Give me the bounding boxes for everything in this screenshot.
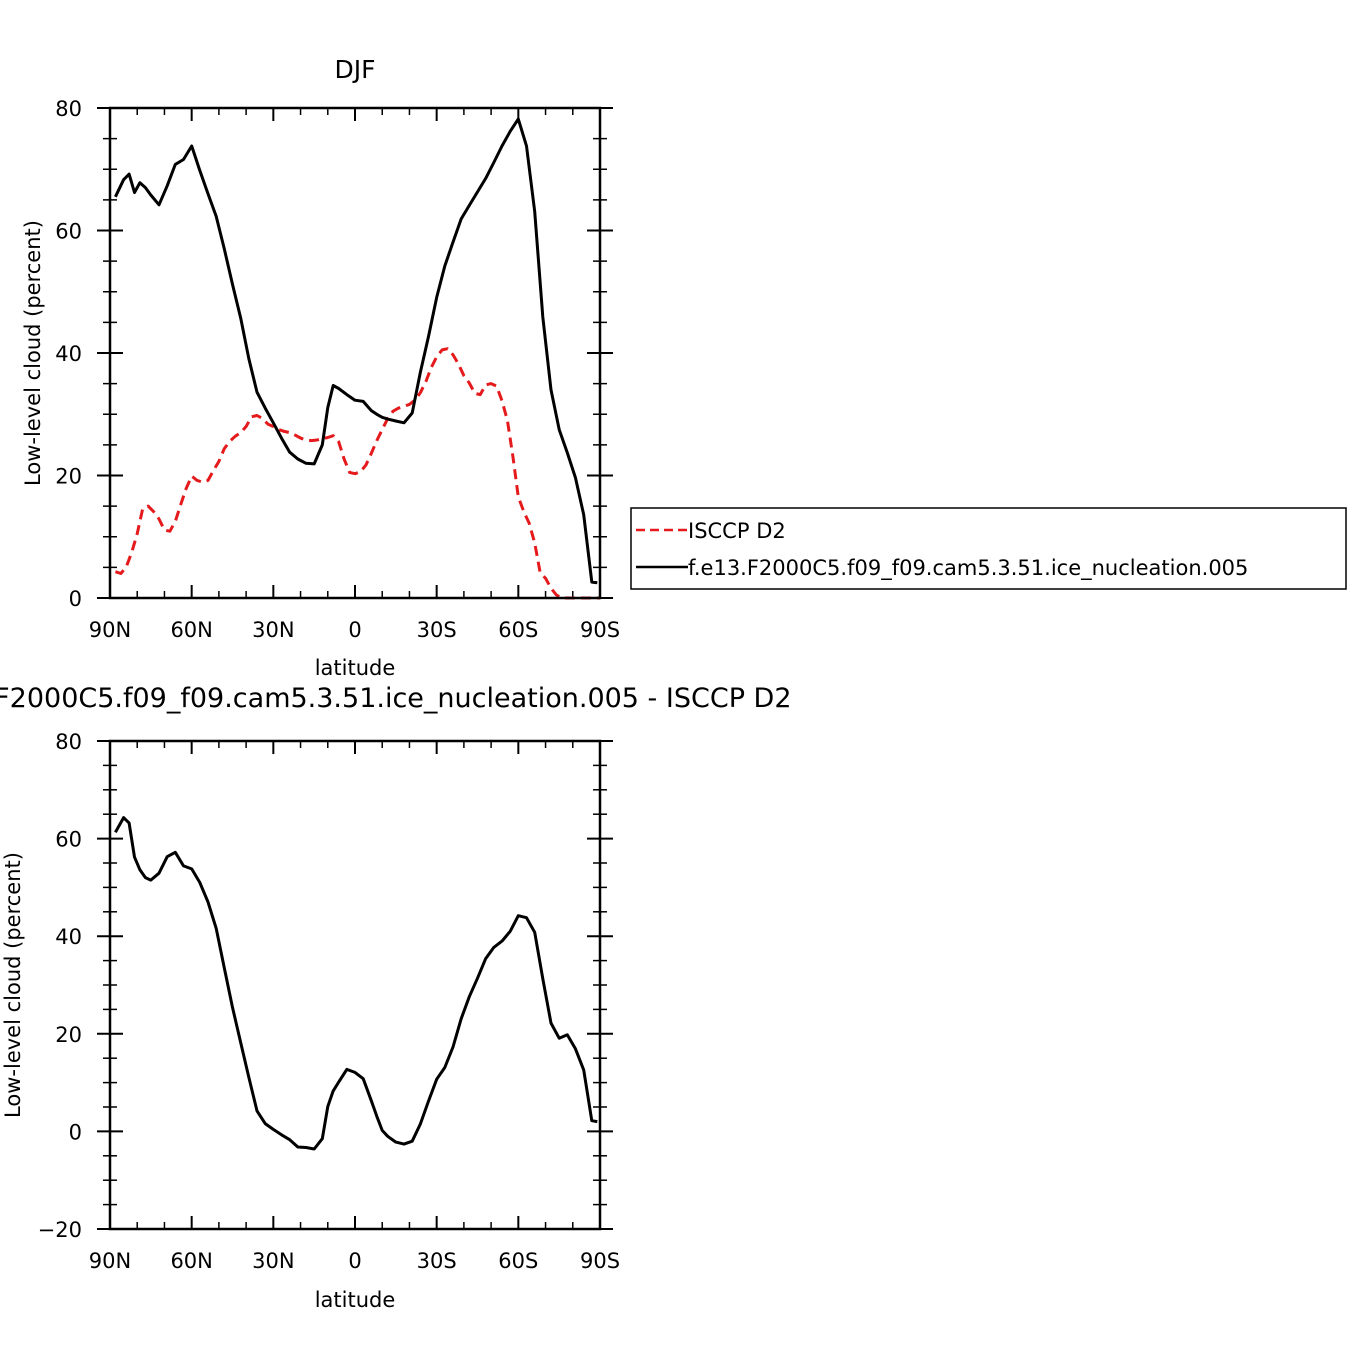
bottom-y-axis-label: Low-level cloud (percent) (1, 852, 25, 1118)
top-axis-ticks: 90N 60N 30N 0 30S 60S 90S 0 20 40 60 80 (55, 97, 620, 642)
legend-label-model: f.e13.F2000C5.f09_f09.cam5.3.51.ice_nucl… (688, 556, 1248, 581)
legend: ISCCP D2 f.e13.F2000C5.f09_f09.cam5.3.51… (630, 507, 1347, 590)
y-tick-label: 40 (55, 925, 82, 949)
y-tick-label: 0 (69, 587, 82, 611)
y-tick-label: 60 (55, 828, 82, 852)
series-line-0-1 (114, 117, 598, 585)
y-tick-label: 80 (55, 730, 82, 754)
bottom-x-axis-label: latitude (315, 1288, 396, 1312)
series-line-1-0 (114, 816, 598, 1151)
top-plot-frame (108, 106, 602, 600)
x-tick-label: 60N (170, 618, 212, 642)
bottom-plot-frame (108, 739, 602, 1231)
y-tick-label: −20 (38, 1218, 82, 1242)
y-tick-label: 40 (55, 342, 82, 366)
y-tick-label: 60 (55, 220, 82, 244)
y-tick-label: 0 (69, 1120, 82, 1144)
x-tick-label: 90N (89, 1249, 131, 1273)
x-tick-label: 60S (498, 618, 538, 642)
x-tick-label: 0 (348, 1249, 361, 1273)
y-tick-label: 80 (55, 97, 82, 121)
legend-label-isccp: ISCCP D2 (688, 519, 786, 543)
x-tick-label: 0 (348, 618, 361, 642)
bottom-series-lines (114, 816, 598, 1151)
top-panel: DJF Low-level cloud (percent) latitude 9… (21, 55, 620, 680)
x-tick-label: 30N (252, 618, 294, 642)
x-tick-label: 60N (170, 1249, 212, 1273)
x-tick-label: 90N (89, 618, 131, 642)
top-chart-title: DJF (334, 55, 375, 84)
top-series-lines (114, 117, 600, 600)
bottom-axis-ticks: 90N 60N 30N 0 30S 60S 90S −20 0 20 40 60 80 (38, 730, 620, 1273)
y-tick-label: 20 (55, 1023, 82, 1047)
x-tick-label: 30N (252, 1249, 294, 1273)
x-tick-label: 30S (417, 618, 457, 642)
x-tick-label: 90S (580, 1249, 620, 1273)
top-y-axis-label: Low-level cloud (percent) (21, 220, 45, 486)
legend-box (630, 507, 1347, 590)
y-tick-label: 20 (55, 465, 82, 489)
x-tick-label: 60S (498, 1249, 538, 1273)
bottom-chart-title: f.e13.F2000C5.f09_f09.cam5.3.51.ice_nucl… (0, 683, 792, 714)
x-tick-label: 90S (580, 618, 620, 642)
bottom-panel: f.e13.F2000C5.f09_f09.cam5.3.51.ice_nucl… (0, 683, 792, 1312)
series-line-0-0 (114, 347, 600, 600)
top-x-axis-label: latitude (315, 656, 396, 680)
x-tick-label: 30S (417, 1249, 457, 1273)
